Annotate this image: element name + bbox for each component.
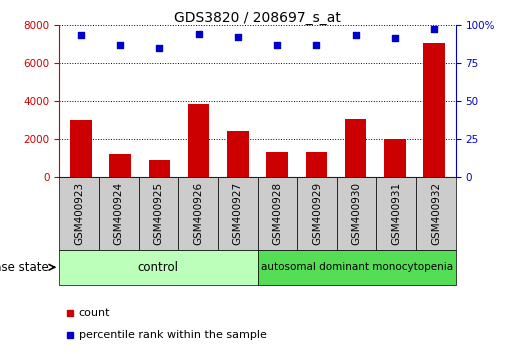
- Point: [234, 34, 242, 40]
- Point: [273, 42, 281, 47]
- Text: GDS3820 / 208697_s_at: GDS3820 / 208697_s_at: [174, 11, 341, 25]
- Text: control: control: [138, 261, 179, 274]
- Point: [352, 33, 360, 38]
- Bar: [148, 160, 170, 177]
- Bar: [384, 139, 406, 177]
- Text: GSM400930: GSM400930: [352, 182, 362, 245]
- Text: disease state: disease state: [0, 261, 49, 274]
- Text: GSM400927: GSM400927: [233, 182, 243, 245]
- Text: autosomal dominant monocytopenia: autosomal dominant monocytopenia: [261, 262, 453, 272]
- Text: GSM400928: GSM400928: [272, 182, 282, 245]
- Point: [430, 27, 438, 32]
- Text: count: count: [79, 308, 110, 318]
- Bar: [188, 104, 210, 177]
- Text: GSM400924: GSM400924: [114, 182, 124, 245]
- Text: GSM400923: GSM400923: [74, 182, 84, 245]
- Point: [155, 45, 163, 51]
- Point: [116, 42, 124, 47]
- Text: GSM400926: GSM400926: [193, 182, 203, 245]
- Bar: [109, 154, 131, 177]
- Bar: [70, 120, 92, 177]
- Bar: [423, 43, 445, 177]
- Bar: [345, 119, 367, 177]
- Point: [391, 36, 399, 41]
- Text: GSM400925: GSM400925: [153, 182, 163, 245]
- Bar: [266, 152, 288, 177]
- Point: [77, 33, 85, 38]
- Bar: [305, 152, 327, 177]
- Point: [195, 31, 203, 37]
- Point: [312, 42, 320, 47]
- Text: GSM400931: GSM400931: [391, 182, 401, 245]
- Text: GSM400932: GSM400932: [431, 182, 441, 245]
- Bar: [227, 131, 249, 177]
- Text: GSM400929: GSM400929: [312, 182, 322, 245]
- Text: percentile rank within the sample: percentile rank within the sample: [79, 330, 267, 339]
